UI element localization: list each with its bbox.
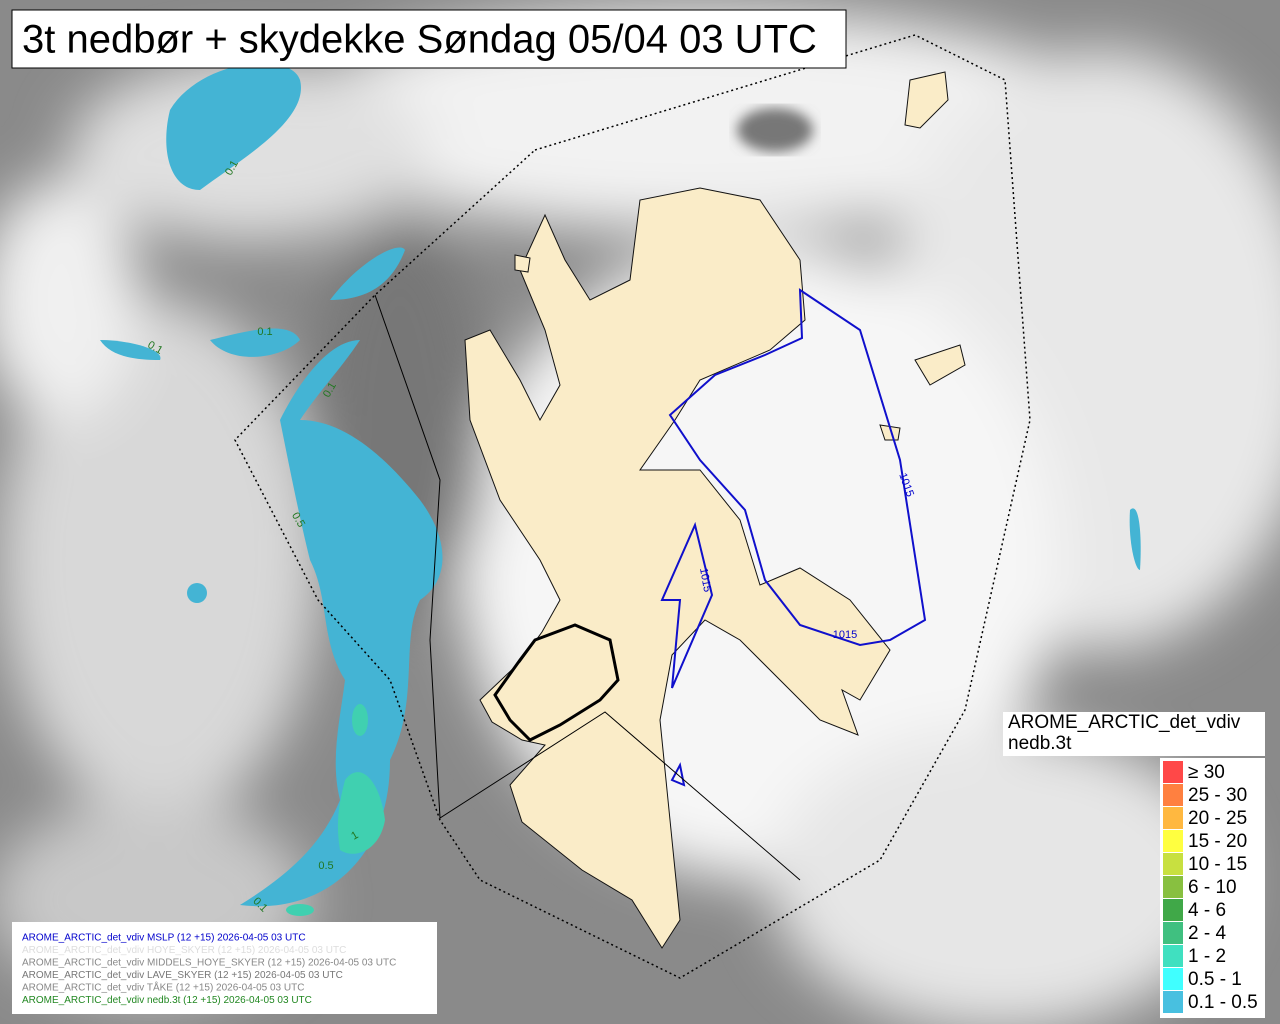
title-box xyxy=(11,9,847,69)
legend-label: 20 - 25 xyxy=(1188,808,1247,829)
contour-label: 0.1 xyxy=(257,326,272,338)
contour-label: 0.5 xyxy=(318,860,333,872)
contour-label: 1015 xyxy=(833,629,857,641)
legend-swatch xyxy=(1163,830,1183,852)
isobar xyxy=(660,521,714,787)
credit-line: AROME_ARCTIC_det_vdiv MIDDELS_HOYE_SKYER… xyxy=(22,958,396,969)
legend-swatch xyxy=(1163,922,1183,944)
precipitation xyxy=(100,63,1141,907)
legend-title-box xyxy=(1003,712,1265,756)
legend-title: AROME_ARCTIC_det_vdiv xyxy=(1008,712,1241,733)
legend-swatch xyxy=(1163,761,1183,783)
legend-swatch xyxy=(1163,968,1183,990)
contour-label: 1015 xyxy=(697,567,713,593)
legend-label: 4 - 6 xyxy=(1188,900,1226,921)
legend-swatch xyxy=(1163,876,1183,898)
domain-boundary xyxy=(234,34,1031,979)
legend-swatch xyxy=(1163,784,1183,806)
title: 3t nedbør + skydekke Søndag 05/04 03 UTC xyxy=(22,18,817,62)
legend-swatch xyxy=(1163,807,1183,829)
legend-label: 15 - 20 xyxy=(1188,831,1247,852)
credit-line: AROME_ARCTIC_det_vdiv MSLP (12 +15) 2026… xyxy=(22,933,306,944)
legend-label: 6 - 10 xyxy=(1188,877,1237,898)
land xyxy=(464,71,966,949)
legend-swatch xyxy=(1163,945,1183,967)
legend-swatch xyxy=(1163,899,1183,921)
legend-label: 10 - 15 xyxy=(1188,854,1247,875)
credit-line: AROME_ARCTIC_det_vdiv TÅKE (12 +15) 2026… xyxy=(22,981,304,994)
legend-label: 1 - 2 xyxy=(1188,946,1226,967)
legend-label: 25 - 30 xyxy=(1188,785,1247,806)
credits-box xyxy=(12,922,437,1014)
credits: AROME_ARCTIC_det_vdiv MSLP (12 +15) 2026… xyxy=(22,933,396,1007)
legend-label: 2 - 4 xyxy=(1188,923,1226,944)
legend-label: 0.5 - 1 xyxy=(1188,969,1242,990)
isobar xyxy=(668,288,927,647)
cloud-gap xyxy=(737,108,813,152)
subdomain-boundary xyxy=(374,294,801,881)
legend-label: ≥ 30 xyxy=(1188,762,1225,783)
credit-line: AROME_ARCTIC_det_vdiv HOYE_SKYER (12 +15… xyxy=(22,945,346,956)
credit-line: AROME_ARCTIC_det_vdiv LAVE_SKYER (12 +15… xyxy=(22,970,343,981)
legend-swatch xyxy=(1163,853,1183,875)
credit-line: AROME_ARCTIC_det_vdiv nedb.3t (12 +15) 2… xyxy=(22,995,312,1006)
legend-label: 0.1 - 0.5 xyxy=(1188,992,1258,1013)
contour-label: 1 xyxy=(349,829,360,842)
legend-swatch xyxy=(1163,991,1183,1013)
boundary xyxy=(493,623,620,742)
precipitation-heavier xyxy=(286,704,385,916)
legend-title: nedb.3t xyxy=(1008,733,1072,754)
